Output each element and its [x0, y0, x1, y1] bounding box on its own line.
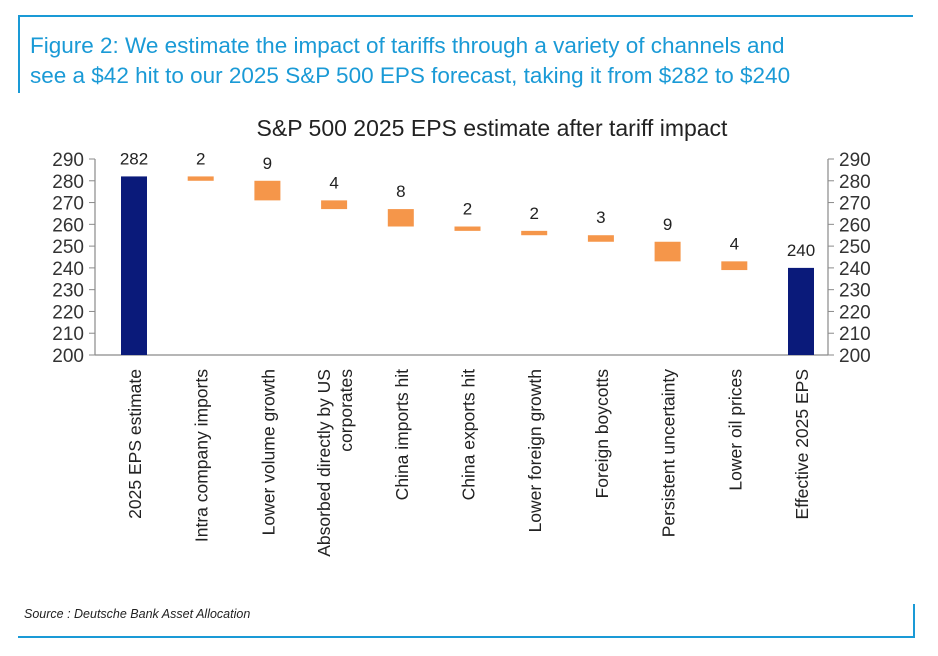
y-tick-label-left: 250: [52, 237, 84, 258]
impact-bar: [387, 209, 414, 227]
source-note: Source : Deutsche Bank Asset Allocation: [24, 607, 251, 621]
x-tick-label: Foreign boycotts: [592, 369, 612, 499]
y-tick-label-right: 250: [839, 237, 871, 258]
y-tick-label-right: 280: [839, 172, 871, 193]
data-label: 9: [263, 154, 272, 173]
x-tick-label: Lower volume growth: [258, 369, 278, 535]
impact-bar: [654, 241, 681, 262]
x-tick-label: China imports hit: [392, 369, 412, 500]
y-tick-label-right: 220: [839, 302, 871, 323]
y-tick-label-left: 290: [52, 150, 84, 171]
figure-frame-right-rule: [913, 604, 915, 637]
figure-frame-bottom-rule: [18, 636, 915, 638]
x-tick-label: 2025 EPS estimate: [125, 369, 145, 519]
x-tick-label: China exports hit: [459, 369, 479, 500]
y-tick-label-left: 260: [52, 215, 84, 236]
data-label: 2: [196, 149, 205, 168]
x-tick-label: Intra company imports: [192, 369, 212, 542]
y-tick-label-left: 280: [52, 172, 84, 193]
y-tick-label-right: 210: [839, 324, 871, 345]
figure-heading-line-1: Figure 2: We estimate the impact of tari…: [30, 33, 785, 58]
impact-bar: [321, 200, 348, 210]
data-label: 282: [120, 149, 148, 168]
data-label: 4: [329, 173, 338, 192]
y-tick-label-left: 270: [52, 194, 84, 215]
total-bar: [121, 176, 147, 355]
chart-title: S&P 500 2025 EPS estimate after tariff i…: [257, 115, 729, 141]
data-label: 4: [730, 234, 739, 253]
impact-bar: [587, 235, 614, 242]
data-label: 240: [787, 241, 815, 260]
waterfall-chart: S&P 500 2025 EPS estimate after tariff i…: [52, 115, 871, 557]
impact-bar: [521, 230, 548, 236]
y-tick-label-right: 200: [839, 346, 871, 367]
data-label: 3: [596, 208, 605, 227]
impact-bar: [454, 226, 481, 231]
y-tick-label-right: 240: [839, 259, 871, 280]
x-tick-label: corporates: [336, 369, 356, 452]
data-label: 9: [663, 215, 672, 234]
x-tick-label: Lower oil prices: [725, 369, 745, 491]
figure-heading-line-2: see a $42 hit to our 2025 S&P 500 EPS fo…: [30, 63, 791, 88]
y-tick-label-right: 230: [839, 281, 871, 302]
y-tick-label-right: 290: [839, 150, 871, 171]
y-tick-label-left: 200: [52, 346, 84, 367]
y-tick-label-right: 260: [839, 215, 871, 236]
data-label: 2: [529, 204, 538, 223]
figure-heading: Figure 2: We estimate the impact of tari…: [30, 31, 910, 91]
impact-bar: [721, 261, 748, 271]
data-label: 2: [463, 200, 472, 219]
impact-bar: [187, 176, 214, 181]
y-tick-label-right: 270: [839, 194, 871, 215]
data-label: 8: [396, 182, 405, 201]
x-tick-label: Lower foreign growth: [525, 369, 545, 532]
y-tick-label-left: 220: [52, 302, 84, 323]
figure-frame-top-rule: [18, 15, 913, 17]
y-tick-label-left: 210: [52, 324, 84, 345]
x-tick-label: Effective 2025 EPS: [792, 369, 812, 519]
total-bar: [788, 267, 814, 355]
y-tick-label-left: 230: [52, 281, 84, 302]
x-tick-label: Persistent uncertainty: [659, 369, 679, 538]
figure-frame-left-rule: [18, 15, 20, 93]
y-tick-label-left: 240: [52, 259, 84, 280]
x-tick-label: Absorbed directly by US: [314, 369, 334, 557]
impact-bar: [254, 180, 281, 201]
